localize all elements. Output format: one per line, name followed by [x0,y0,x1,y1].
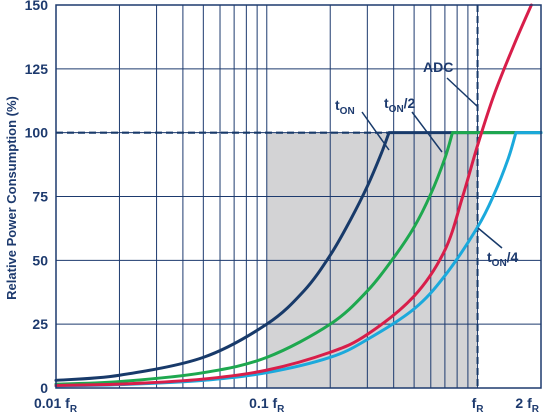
series-label-ton: tON [335,97,355,117]
series-line-adc [54,3,533,387]
series-label-adc: ADC [423,59,453,75]
series-label-ton-4: tON/4 [487,249,519,269]
reference-lines-layer [56,5,541,388]
series-line-ton [54,131,543,382]
x-tick-label: 0.1 fR [249,395,285,413]
annotation-leader-line [411,111,443,153]
plot-frame-layer [55,4,542,389]
y-tick-label: 75 [32,189,48,205]
y-tick-label: 150 [25,0,49,13]
annotation-leader-line [446,77,479,108]
y-tick-label: 25 [32,316,48,332]
y-tick-label: 125 [25,61,49,77]
annotations-layer: tON tON/2 ADC tON/4 [335,59,519,269]
series-line-ton-2 [54,131,543,386]
series-layer [54,3,543,388]
y-tick-label: 50 [32,252,48,268]
annotation-leader-line [361,111,390,151]
y-tick-label: 0 [40,380,48,396]
y-tick-label: 100 [25,125,49,141]
x-tick-label: 2 fR [515,395,539,413]
annotation-leader-line [477,227,503,249]
y-axis-label: Relative Power Consumption (%) [4,96,19,300]
x-tick-label: 0.01 fR [34,395,78,413]
series-label-ton-2: tON/2 [384,95,416,115]
tick-labels-layer: 0 25 50 75 100 125 150 0.01 fR 0.1 fR fR 2 fR [25,0,540,413]
x-tick-label: fR [472,395,485,413]
plot-area-frame [55,4,542,389]
